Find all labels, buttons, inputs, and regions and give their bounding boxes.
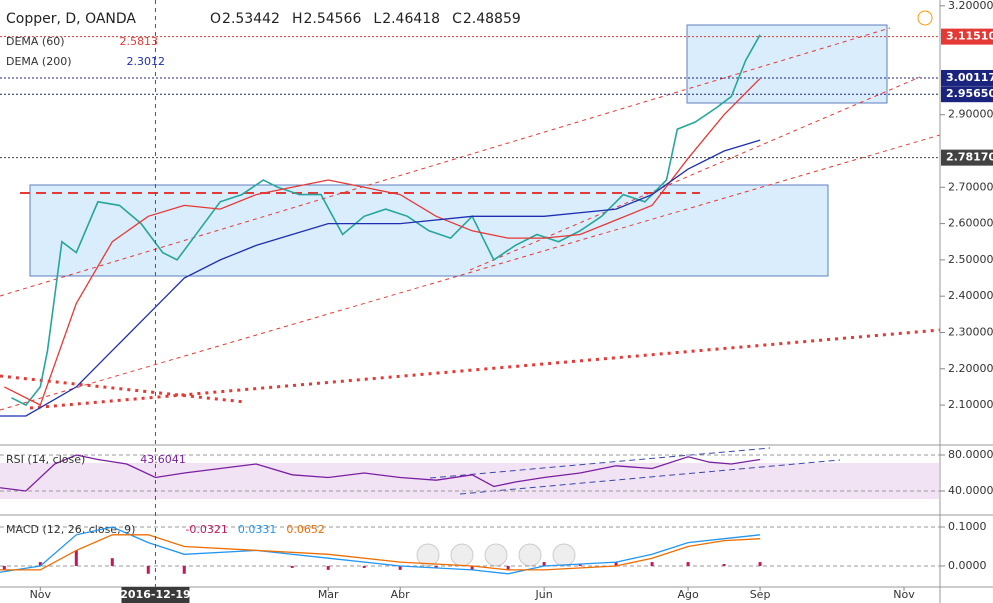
histogram-bar (578, 564, 582, 566)
price-tag-label: 3.00117 (946, 71, 993, 84)
y-tick-label: 2.60000 (948, 217, 993, 230)
trend-line (429, 447, 771, 479)
indicator-title: MACD (12, 26, close, 9) (6, 523, 135, 536)
y-tick-label: 2.20000 (948, 362, 993, 375)
histogram-bar (146, 565, 150, 574)
y-tick-label: 2.30000 (948, 325, 993, 338)
zoom-in[interactable] (518, 543, 542, 567)
ohlc-value: 2.54566 (303, 11, 361, 27)
histogram-bar (110, 558, 114, 566)
y-tick-label: 2.50000 (948, 253, 993, 266)
legend-value: 0.0652 (286, 523, 325, 536)
histogram-bar (722, 564, 726, 566)
y-tick-label: 2.90000 (948, 108, 993, 121)
legend-value: 43.6041 (140, 453, 186, 466)
histogram-bar (290, 565, 294, 568)
ohlc-label: L (373, 11, 381, 27)
rsi-band (0, 463, 940, 499)
range-box (686, 24, 888, 104)
y-tick-label: 2.70000 (948, 180, 993, 193)
legend-value: 0.0331 (238, 523, 277, 536)
legend-name: DEMA (200) (6, 55, 72, 68)
ohlc-value: 2.53442 (222, 11, 280, 27)
histogram-bar (614, 562, 618, 566)
series-line (4, 77, 761, 407)
y-tick-label: 80.0000 (948, 448, 993, 461)
alert-icon[interactable] (917, 10, 933, 26)
reset[interactable] (484, 543, 508, 567)
x-tick-label: Mar (318, 588, 339, 601)
histogram-bar (326, 565, 330, 570)
price-tag-label: 2.78170 (946, 151, 993, 164)
histogram-bar (2, 565, 6, 570)
histogram-bar (362, 565, 366, 568)
price-tag-label: 2.95650 (946, 87, 993, 100)
histogram-bar (398, 565, 402, 570)
ohlc-label: H (292, 11, 303, 27)
series-line (0, 454, 761, 492)
y-tick-label: 0.0000 (948, 559, 987, 572)
y-tick-label: 0.1000 (948, 520, 987, 533)
histogram-bar (506, 565, 510, 570)
y-tick-label: 40.0000 (948, 484, 993, 497)
x-tick-label: Nov (30, 588, 52, 601)
x-tick-label: Sep (750, 588, 771, 601)
trend-line (459, 459, 841, 495)
ohlc-label: O (210, 11, 221, 27)
histogram-bar (542, 562, 546, 566)
series-line (0, 534, 761, 571)
histogram-bar (182, 565, 186, 574)
ohlc-label: C (452, 11, 462, 27)
legend-name: RSI (14, close) (6, 453, 85, 466)
symbol-title: Copper, D, OANDA (6, 11, 136, 27)
x-tick-label: Ago (677, 588, 699, 601)
crosshair-date: 2016-12-19 (120, 588, 190, 601)
zoom-out[interactable] (450, 543, 474, 567)
ohlc-value: 2.48859 (463, 11, 521, 27)
legend-value: 2.3012 (127, 55, 166, 68)
y-tick-label: 2.40000 (948, 289, 993, 302)
legend-name: DEMA (60) (6, 35, 65, 48)
price-tag (941, 69, 993, 86)
histogram-bar (650, 562, 654, 566)
ohlc-value: 2.46418 (382, 11, 440, 27)
series-line (0, 526, 761, 575)
price-tag (941, 86, 993, 103)
histogram-bar (758, 562, 762, 566)
histogram-bar (686, 562, 690, 566)
x-tick-label: Abr (391, 588, 411, 601)
x-tick-label: Jun (535, 588, 553, 601)
series-line (0, 139, 761, 417)
histogram-bar (434, 565, 438, 568)
x-tick-label: Nov (893, 588, 915, 601)
price-tag-label: 3.11510 (946, 30, 993, 43)
histogram-bar (38, 562, 42, 566)
price-tag (941, 149, 993, 166)
scroll-right[interactable] (552, 543, 576, 567)
histogram-bar (74, 550, 78, 566)
y-tick-label: 3.20000 (948, 0, 993, 12)
zoom-controls (416, 543, 576, 567)
y-tick-label: 2.10000 (948, 398, 993, 411)
price-tag (941, 28, 993, 45)
legend-value: 2.5813 (120, 35, 159, 48)
trend-line (0, 27, 891, 297)
legend-value: -0.0321 (185, 523, 227, 536)
trend-line (0, 134, 941, 411)
crosshair-box (121, 587, 190, 603)
dotted-trend (29, 328, 941, 410)
histogram-bar (470, 565, 474, 570)
